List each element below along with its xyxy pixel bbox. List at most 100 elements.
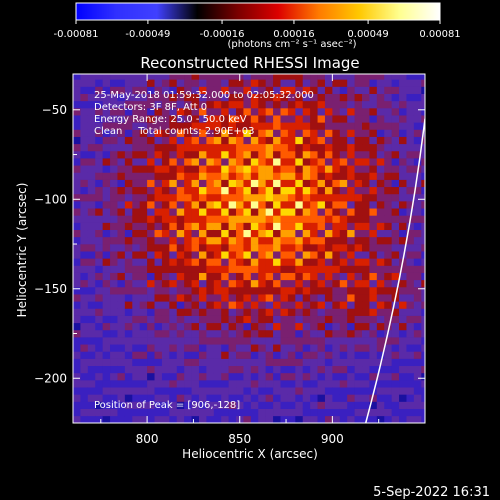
heatmap-cell [317,301,326,309]
heatmap-cell [154,258,163,266]
heatmap-cell [176,308,185,316]
heatmap-cell [221,122,229,130]
heatmap-cell [399,251,407,259]
heatmap-cell [95,100,103,109]
heatmap-cell [73,172,81,180]
heatmap-cell [421,215,425,223]
heatmap-cell [206,100,215,109]
heatmap-cell [132,244,140,252]
heatmap-cell [332,150,341,159]
heatmap-cell [176,380,185,388]
heatmap-cell [302,244,311,252]
heatmap-cell [317,222,326,231]
heatmap-cell [250,329,259,338]
x-tick-label: 900 [321,432,344,446]
heatmap-cell [176,315,185,324]
heatmap-cell [317,322,326,331]
heatmap-cell [354,115,363,123]
heatmap-cell [95,358,103,367]
heatmap-cell [287,344,296,352]
heatmap-cell [80,251,89,259]
heatmap-cell [243,315,252,324]
heatmap-cell [80,136,89,145]
heatmap-cell [362,301,370,309]
heatmap-cell [332,172,341,180]
heatmap-cell [406,358,415,367]
heatmap-cell [421,286,425,295]
heatmap-cell [250,129,259,137]
heatmap-cell [161,74,170,80]
heatmap-cell [332,222,341,231]
heatmap-cell [302,201,311,209]
heatmap-cell [258,86,266,94]
heatmap-cell [391,115,400,123]
heatmap-cell [176,165,185,173]
heatmap-cell [176,201,185,209]
heatmap-cell [132,158,140,166]
heatmap-cell [347,122,355,130]
heatmap-cell [124,115,133,123]
heatmap-cell [213,401,222,409]
heatmap-cell [302,279,311,288]
heatmap-cell [221,215,229,223]
heatmap-cell [161,165,170,173]
heatmap-cell [339,244,348,252]
heatmap-cell [406,408,415,417]
heatmap-cell [287,229,296,238]
heatmap-cell [391,74,400,80]
heatmap-cell [369,322,378,331]
heatmap-cell [139,394,148,402]
heatmap-cell [413,143,422,152]
heatmap-cell [213,236,222,245]
heatmap-cell [80,408,89,417]
heatmap-cell [399,215,407,223]
heatmap-cell [421,100,425,109]
heatmap-cell [206,401,215,409]
heatmap-cell [302,150,311,159]
heatmap-cell [258,380,266,388]
heatmap-cell [273,344,281,352]
heatmap-cell [221,372,229,381]
heatmap-cell [117,129,126,137]
heatmap-cell [80,265,89,273]
heatmap-cell [354,308,363,316]
heatmap-cell [198,129,207,137]
heatmap-cell [250,201,259,209]
heatmap-cell [376,315,385,324]
heatmap-cell [139,329,148,338]
heatmap-cell [213,315,222,324]
heatmap-cell [376,415,385,423]
heatmap-cell [176,136,185,145]
heatmap-cell [317,186,326,195]
colorbar-tick-label: -0.00016 [200,29,245,40]
heatmap-cell [265,222,274,231]
heatmap-cell [250,244,259,252]
heatmap-cell [265,294,274,302]
heatmap-cell [184,329,192,338]
heatmap-cell [161,337,170,345]
heatmap-cell [102,265,111,273]
heatmap-cell [147,172,155,180]
heatmap-cell [198,401,207,409]
heatmap-cell [243,329,252,338]
heatmap-cell [87,222,96,231]
heatmap-cell [198,251,207,259]
heatmap-cell [102,143,111,152]
heatmap-cell [302,108,311,116]
heatmap-cell [354,358,363,367]
heatmap-cell [198,372,207,381]
heatmap-cell [87,272,96,281]
heatmap-cell [347,179,355,188]
heatmap-cell [399,394,407,402]
heatmap-cell [265,136,274,145]
heatmap-cell [198,387,207,395]
heatmap-cell [154,208,163,216]
heatmap-cell [399,208,407,216]
heatmap-cell [176,401,185,409]
heatmap-cell [324,308,333,316]
heatmap-cell [124,215,133,223]
heatmap-cell [302,158,311,166]
heatmap-cell [124,201,133,209]
heatmap-cell [250,158,259,166]
heatmap-cell [87,122,96,130]
